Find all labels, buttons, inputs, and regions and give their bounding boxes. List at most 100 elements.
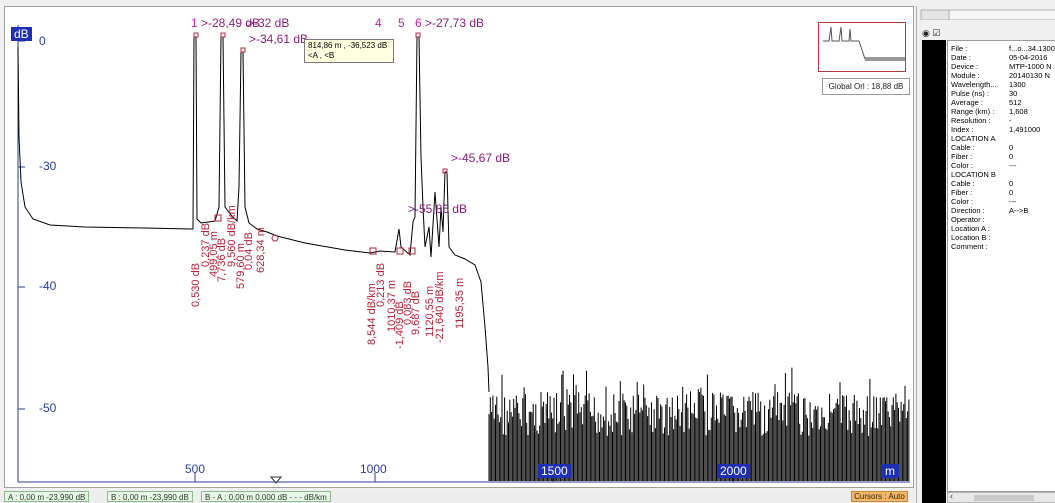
tooltip-line: 814,86 m , -36,523 dB bbox=[308, 41, 388, 50]
property-row: Location A : bbox=[951, 224, 990, 233]
horizontal-scrollbar[interactable]: ‹ bbox=[947, 491, 1055, 503]
property-key: Direction : bbox=[951, 206, 985, 215]
event-marker-6 bbox=[415, 32, 421, 38]
properties-list[interactable]: File : f...o...34.1300 Date : 05-04-2016 Dev… bbox=[947, 40, 1055, 492]
property-value: 0 bbox=[1009, 152, 1014, 161]
property-value: 30 bbox=[1009, 89, 1018, 98]
event-marker-box bbox=[214, 214, 222, 222]
properties-panel: ◉ ☑ File : f...o...34.1300 Date : 05-04-201… bbox=[916, 6, 1055, 503]
property-value: 1,608 bbox=[1009, 107, 1028, 116]
property-row: Resolution : - bbox=[951, 116, 1012, 125]
property-value: 1300 bbox=[1009, 80, 1026, 89]
cursors-mode-button[interactable]: Cursors : Auto bbox=[851, 491, 908, 502]
event-number: 1 bbox=[191, 16, 198, 30]
property-row: Pulse (ns) : 30 bbox=[951, 89, 1017, 98]
property-key: Color : bbox=[951, 161, 974, 170]
y-tick-label: -30 bbox=[39, 159, 57, 173]
property-value: 512 bbox=[1009, 98, 1022, 107]
event-vertical-label: 9,687 dB bbox=[410, 290, 422, 335]
db-unit-badge: dB bbox=[11, 27, 32, 41]
scroll-left-arrow-icon[interactable]: ‹ bbox=[950, 491, 953, 501]
event-marker-box bbox=[369, 247, 377, 255]
event-marker-3 bbox=[240, 47, 246, 53]
property-row: Location B : bbox=[951, 233, 991, 242]
event-vertical-label: -21,640 dB/km bbox=[434, 271, 446, 343]
property-key: LOCATION A bbox=[951, 134, 996, 143]
property-key: Date : bbox=[951, 53, 972, 62]
property-row: Comment : bbox=[951, 242, 988, 251]
event-marker-right bbox=[442, 168, 448, 174]
event-label: >-28,49 dB bbox=[201, 16, 261, 30]
y-tick-label: -40 bbox=[39, 279, 57, 293]
cursor-a-status: A : 0,00 m -23,990 dB bbox=[4, 491, 90, 502]
panel-tabs[interactable] bbox=[917, 6, 1055, 21]
property-value: MTP-1000 N bbox=[1009, 62, 1052, 71]
scroll-thumb[interactable] bbox=[974, 495, 1034, 501]
cursor-tooltip: 814,86 m , -36,523 dB <A , <B bbox=[304, 39, 394, 63]
cursor-circle bbox=[271, 234, 279, 242]
radio-icon[interactable]: ◉ bbox=[922, 28, 930, 38]
y-tick-label: -50 bbox=[39, 401, 57, 415]
x-tick-label: 1000 bbox=[360, 462, 387, 476]
property-key: Pulse (ns) : bbox=[951, 89, 989, 98]
event-marker-box bbox=[408, 247, 416, 255]
m-unit-badge: m bbox=[881, 464, 899, 478]
property-row: File : f...o...34.1300 bbox=[951, 44, 1055, 53]
property-row: LOCATION B bbox=[951, 170, 996, 179]
tooltip-line: <A , <B bbox=[308, 51, 335, 60]
property-key: Device : bbox=[951, 62, 979, 71]
property-row: Module : 20140130 N bbox=[951, 71, 1050, 80]
event-marker-1 bbox=[193, 32, 199, 38]
property-key: LOCATION B bbox=[951, 170, 996, 179]
event-label: >-45,67 dB bbox=[451, 151, 511, 165]
event-vertical-label: 628,34 m bbox=[255, 227, 267, 273]
checkbox-icon[interactable]: ☑ bbox=[932, 28, 941, 38]
status-bar: A : 0,00 m -23,990 dB B : 0,00 m -23,990… bbox=[0, 490, 914, 503]
property-value: - bbox=[1009, 116, 1012, 125]
property-value: 0 bbox=[1009, 188, 1014, 197]
property-value: 0 bbox=[1009, 179, 1014, 188]
global-orl-box: Global Orl : 18,88 dB bbox=[822, 78, 910, 95]
property-row: Average : 512 bbox=[951, 98, 1022, 107]
event-label: >-34,61 dB bbox=[249, 32, 309, 46]
property-value: 05-04-2016 bbox=[1009, 53, 1048, 62]
property-row: Color : --- bbox=[951, 161, 1017, 170]
event-label: >-27,73 dB bbox=[425, 16, 485, 30]
selection-toggles[interactable]: ◉ ☑ bbox=[922, 28, 940, 39]
property-key: Operator : bbox=[951, 215, 985, 224]
trace-color-swatch[interactable] bbox=[922, 40, 946, 503]
property-key: Cable : bbox=[951, 179, 975, 188]
event-label: >-55,86 dB bbox=[408, 202, 468, 216]
property-value: 1,491000 bbox=[1009, 125, 1041, 134]
property-value: A-->B bbox=[1009, 206, 1029, 215]
x-tick-label: 1500 bbox=[538, 464, 571, 478]
otdr-trace-pane[interactable]: dB 0 -30 -40 -50 500 1000 1500 2000 m 1 … bbox=[4, 6, 914, 488]
property-value: 20140130 N bbox=[1009, 71, 1050, 80]
property-key: Comment : bbox=[951, 242, 988, 251]
property-row: Date : 05-04-2016 bbox=[951, 53, 1047, 62]
property-value: 0 bbox=[1009, 143, 1014, 152]
property-key: Module : bbox=[951, 71, 980, 80]
property-key: Cable : bbox=[951, 143, 975, 152]
property-row: Range (km) : 1,608 bbox=[951, 107, 1028, 116]
event-label: >-32 dB bbox=[247, 16, 290, 30]
y-tick-label: 0 bbox=[39, 34, 46, 48]
property-key: Resolution : bbox=[951, 116, 991, 125]
property-row: Color : --- bbox=[951, 197, 1017, 206]
cursor-triangle bbox=[269, 476, 283, 484]
property-key: Average : bbox=[951, 98, 983, 107]
event-markers bbox=[193, 32, 448, 255]
event-vertical-label: 0,04 dB bbox=[243, 232, 255, 270]
property-row: Cable : 0 bbox=[951, 179, 1013, 188]
event-marker-box bbox=[396, 247, 404, 255]
trace-curve bbox=[17, 36, 490, 393]
trace-svg[interactable] bbox=[5, 7, 914, 488]
cursor-ba-status: B - A : 0,00 m 0,000 dB - - - dB/km bbox=[201, 491, 331, 502]
event-marker-2 bbox=[220, 32, 226, 38]
cursor-b-status: B : 0,00 m -23,990 dB bbox=[107, 491, 193, 502]
property-value: --- bbox=[1009, 197, 1017, 206]
property-key: File : bbox=[951, 44, 968, 53]
property-row: Fiber : 0 bbox=[951, 188, 1013, 197]
property-key: Fiber : bbox=[951, 188, 973, 197]
trace-overview-thumbnail[interactable] bbox=[818, 22, 906, 72]
